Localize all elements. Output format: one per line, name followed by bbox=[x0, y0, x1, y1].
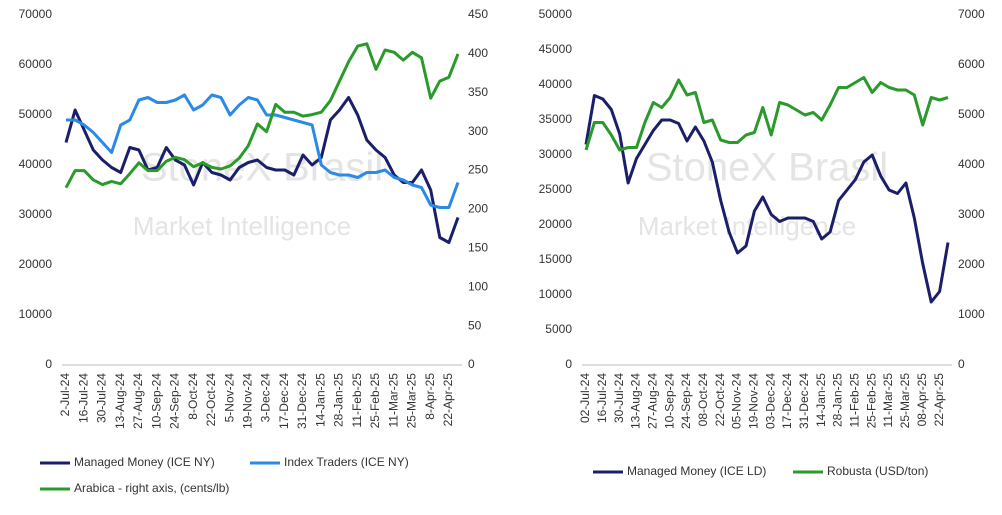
watermark: StoneX Brasil bbox=[141, 146, 383, 190]
watermark: StoneX Brasil bbox=[646, 146, 888, 190]
x-tick-label: 31-Dec-24 bbox=[295, 373, 309, 429]
y-tick-label: 35000 bbox=[539, 112, 573, 126]
legend-label: Managed Money (ICE NY) bbox=[74, 455, 215, 469]
line-series bbox=[64, 42, 460, 189]
x-tick-label: 19-Nov-24 bbox=[747, 373, 761, 429]
x-tick-label: 14-Jan-25 bbox=[313, 373, 327, 427]
x-tick-label: 30-Jul-24 bbox=[612, 373, 626, 423]
x-tick-label: 22-Oct-24 bbox=[204, 373, 218, 427]
y-tick-label: 0 bbox=[45, 357, 52, 371]
x-tick-label: 27-Aug-24 bbox=[646, 373, 660, 429]
x-tick-label: 17-Dec-24 bbox=[780, 373, 794, 429]
y2-tick-label: 0 bbox=[958, 357, 965, 371]
x-tick-label: 11-Feb-25 bbox=[350, 373, 364, 428]
x-tick-label: 25-Feb-25 bbox=[864, 373, 878, 429]
y-tick-label: 70000 bbox=[19, 7, 53, 21]
x-tick-label: 24-Sep-24 bbox=[168, 373, 182, 429]
x-tick-label: 24-Sep-24 bbox=[679, 373, 693, 429]
y-tick-label: 30000 bbox=[19, 207, 53, 221]
y2-tick-label: 0 bbox=[468, 357, 475, 371]
y2-tick-label: 250 bbox=[468, 163, 488, 177]
x-tick-label: 3-Dec-24 bbox=[259, 373, 273, 423]
x-tick-label: 08-Apr-25 bbox=[915, 373, 929, 427]
y2-tick-label: 50 bbox=[468, 318, 482, 332]
x-tick-label: 25-Mar-25 bbox=[405, 373, 419, 429]
x-tick-label: 22-Apr-25 bbox=[932, 373, 946, 427]
x-tick-label: 10-Sep-24 bbox=[149, 373, 163, 429]
y-tick-label: 15000 bbox=[539, 252, 573, 266]
legend-label: Arabica - right axis, (cents/lb) bbox=[74, 481, 229, 495]
x-tick-label: 22-Apr-25 bbox=[441, 373, 455, 427]
x-tick-label: 25-Feb-25 bbox=[368, 373, 382, 429]
x-tick-label: 2-Jul-24 bbox=[58, 373, 72, 417]
y2-tick-label: 350 bbox=[468, 85, 488, 99]
y2-tick-label: 100 bbox=[468, 279, 488, 293]
x-tick-label: 11-Feb-25 bbox=[848, 373, 862, 428]
x-tick-label: 13-Aug-24 bbox=[113, 373, 127, 429]
x-tick-label: 5-Nov-24 bbox=[222, 373, 236, 423]
watermark: Market Intelligence bbox=[133, 211, 351, 241]
line-series bbox=[64, 96, 460, 244]
y-tick-label: 50000 bbox=[19, 107, 53, 121]
x-tick-label: 03-Dec-24 bbox=[763, 373, 777, 429]
x-tick-label: 16-Jul-24 bbox=[76, 373, 90, 423]
x-tick-label: 25-Mar-25 bbox=[898, 373, 912, 429]
line-series bbox=[584, 94, 950, 304]
x-tick-label: 11-Mar-25 bbox=[386, 373, 400, 428]
y2-tick-label: 6000 bbox=[958, 57, 985, 71]
x-tick-label: 08-Oct-24 bbox=[696, 373, 710, 427]
y-tick-label: 40000 bbox=[19, 157, 53, 171]
y2-tick-label: 5000 bbox=[958, 107, 985, 121]
y-tick-label: 10000 bbox=[539, 287, 573, 301]
y-tick-label: 25000 bbox=[539, 182, 573, 196]
x-tick-label: 10-Sep-24 bbox=[662, 373, 676, 429]
x-tick-label: 05-Nov-24 bbox=[730, 373, 744, 429]
line-series bbox=[584, 76, 949, 152]
y-tick-label: 50000 bbox=[539, 7, 573, 21]
x-tick-label: 28-Jan-25 bbox=[332, 373, 346, 427]
legend-label: Managed Money (ICE LD) bbox=[627, 464, 766, 478]
x-tick-label: 14-Jan-25 bbox=[814, 373, 828, 427]
y2-tick-label: 200 bbox=[468, 202, 488, 216]
y-tick-label: 20000 bbox=[539, 217, 573, 231]
x-tick-label: 8-Apr-25 bbox=[423, 373, 437, 420]
x-tick-label: 8-Oct-24 bbox=[186, 373, 200, 420]
x-tick-label: 11-Mar-25 bbox=[881, 373, 895, 428]
x-tick-label: 02-Jul-24 bbox=[578, 373, 592, 423]
x-tick-label: 31-Dec-24 bbox=[797, 373, 811, 429]
y-tick-label: 10000 bbox=[19, 307, 53, 321]
y-tick-label: 20000 bbox=[19, 257, 53, 271]
y-tick-label: 5000 bbox=[545, 322, 572, 336]
x-tick-label: 30-Jul-24 bbox=[95, 373, 109, 423]
legend-label: Robusta (USD/ton) bbox=[827, 464, 928, 478]
x-tick-label: 27-Aug-24 bbox=[131, 373, 145, 429]
line-series bbox=[66, 93, 460, 209]
y2-tick-label: 450 bbox=[468, 7, 488, 21]
y-tick-label: 45000 bbox=[539, 42, 573, 56]
x-tick-label: 28-Jan-25 bbox=[831, 373, 845, 427]
x-tick-label: 13-Aug-24 bbox=[629, 373, 643, 429]
x-tick-label: 16-Jul-24 bbox=[595, 373, 609, 423]
y2-tick-label: 1000 bbox=[958, 307, 985, 321]
y-tick-label: 40000 bbox=[539, 77, 573, 91]
x-tick-label: 19-Nov-24 bbox=[240, 373, 254, 429]
legend-label: Index Traders (ICE NY) bbox=[284, 455, 409, 469]
y-tick-label: 30000 bbox=[539, 147, 573, 161]
x-tick-label: 17-Dec-24 bbox=[277, 373, 291, 429]
y2-tick-label: 400 bbox=[468, 46, 488, 60]
y2-tick-label: 7000 bbox=[958, 7, 985, 21]
x-tick-label: 22-Oct-24 bbox=[713, 373, 727, 427]
y-tick-label: 60000 bbox=[19, 57, 53, 71]
y2-tick-label: 150 bbox=[468, 241, 488, 255]
y2-tick-label: 3000 bbox=[958, 207, 985, 221]
y-tick-label: 0 bbox=[565, 357, 572, 371]
y2-tick-label: 4000 bbox=[958, 157, 985, 171]
y2-tick-label: 300 bbox=[468, 124, 488, 138]
y2-tick-label: 2000 bbox=[958, 257, 985, 271]
